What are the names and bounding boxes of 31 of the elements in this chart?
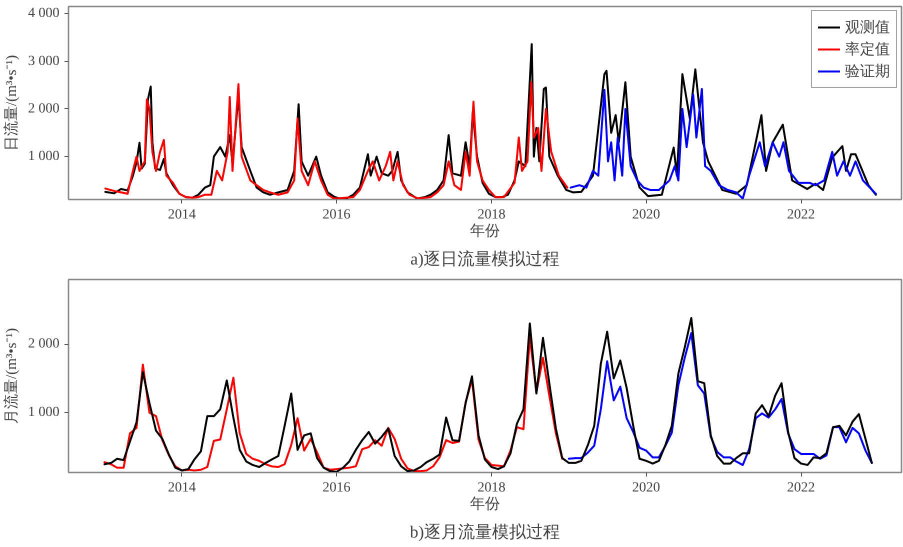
y-tick-label: 1 000 [28,405,60,420]
legend-label: 验证期 [845,62,890,80]
line-series [104,336,564,472]
y-tick-label: 2 000 [28,101,60,116]
y-axis-title: 月流量/(m³•s⁻¹) [3,328,20,424]
x-tick-label: 2020 [632,480,660,496]
legend-label: 率定值 [845,40,890,58]
x-axis-title: 年份 [470,496,500,512]
y-tick-label: 1 000 [28,149,60,164]
x-tick-label: 2018 [477,208,506,222]
legend-label: 观测值 [845,18,890,36]
x-tick-label: 2014 [168,480,196,496]
x-tick-label: 2016 [322,480,351,496]
y-tick-label: 3 000 [28,54,60,69]
x-tick-label: 2022 [787,208,816,222]
x-tick-label: 2020 [632,208,660,222]
y-tick-label: 4 000 [28,6,60,22]
x-tick-label: 2018 [477,480,506,496]
x-tick-label: 2022 [787,480,816,496]
line-series [104,43,877,200]
line-series [570,88,877,200]
text: a)逐日流量模拟过程 [410,250,560,268]
y-tick-label: 2 000 [28,336,60,352]
line-series [104,81,568,200]
y-axis-title: 日流量/(m³•s⁻¹) [3,55,20,151]
text: b)逐月流量模拟过程 [410,522,560,542]
line-series [104,316,873,472]
x-axis-title: 年份 [470,222,500,240]
x-tick-label: 2016 [322,208,351,222]
line-series [568,332,873,466]
x-tick-label: 2014 [168,208,196,222]
